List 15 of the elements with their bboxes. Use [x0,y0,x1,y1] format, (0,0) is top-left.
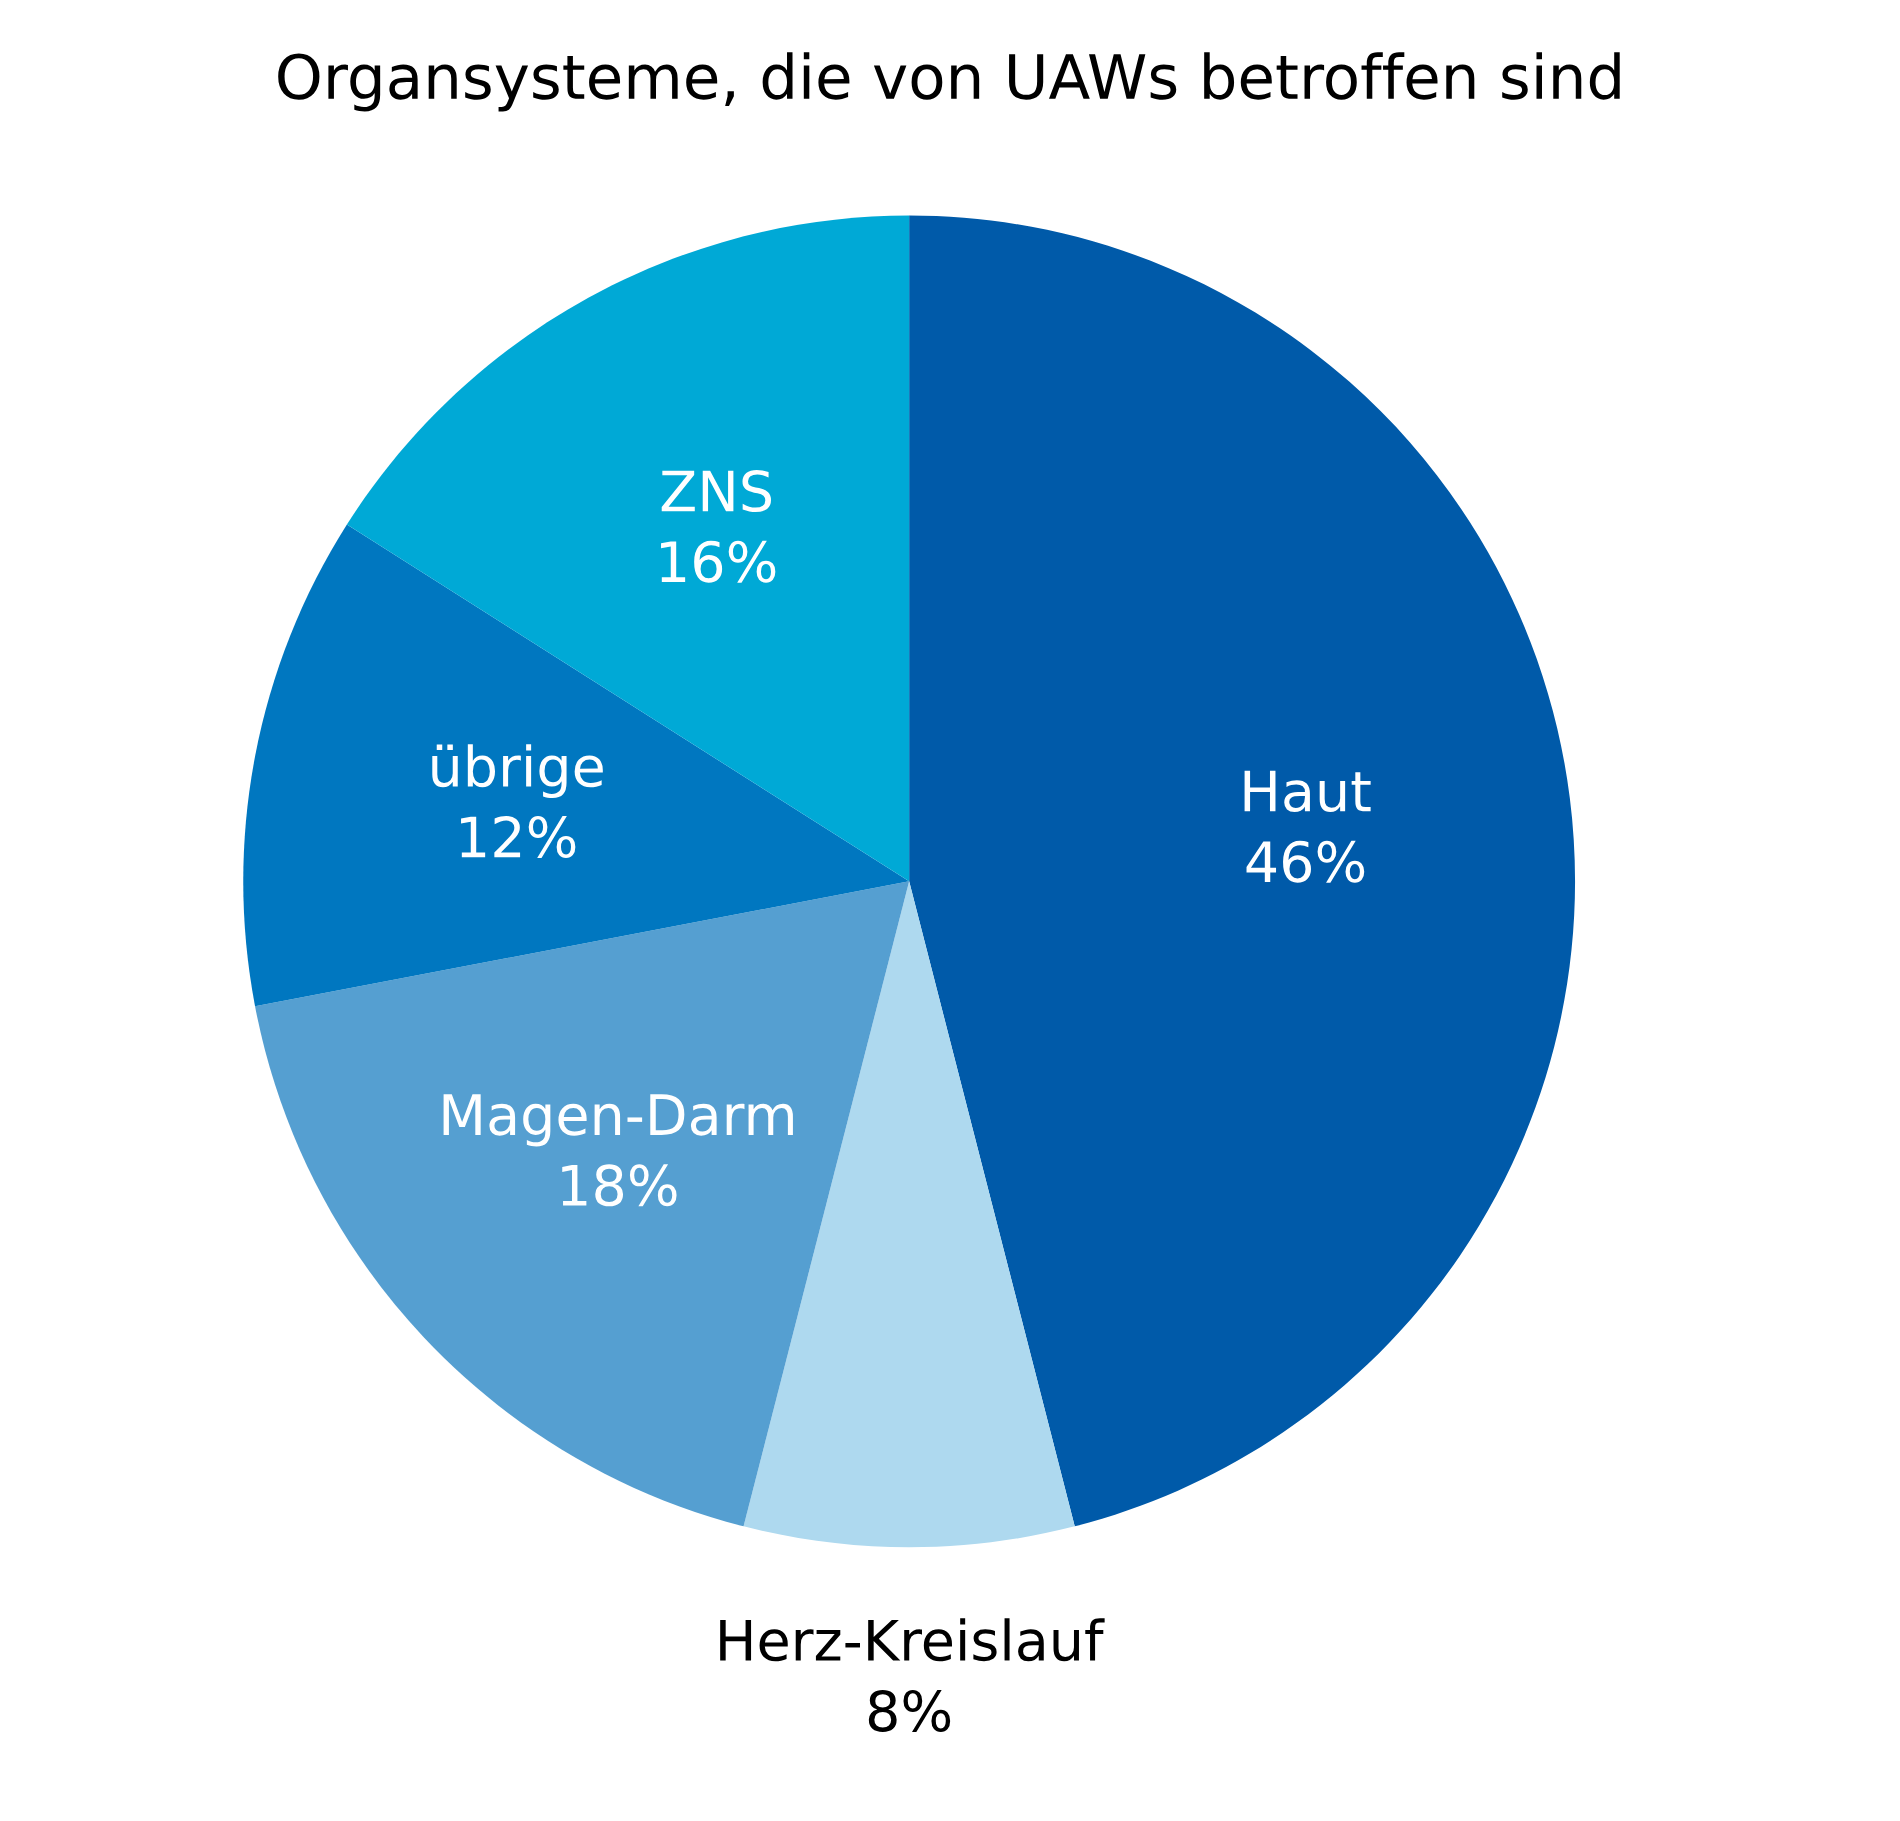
data-label: 12% [461,815,576,858]
data-label: 8% [868,1689,951,1732]
slice-label: ZNS [661,470,772,513]
slice-label: Haut [1244,770,1371,813]
data-label: 46% [1246,840,1365,883]
pie-slice [909,215,1576,1527]
slice-label: Herz-Kreislauf [720,1618,1105,1662]
slice-label: übrige [432,744,603,799]
pie-slice [243,524,910,1007]
pie-slice [346,215,910,882]
data-label: 16% [661,540,776,583]
slice-label: Magen-Darm [443,1094,793,1147]
data-label: 18% [562,1164,677,1207]
pie-slice [255,881,910,1527]
chart-title: Organsysteme, die von UAWs betroffen sind [278,52,1620,112]
